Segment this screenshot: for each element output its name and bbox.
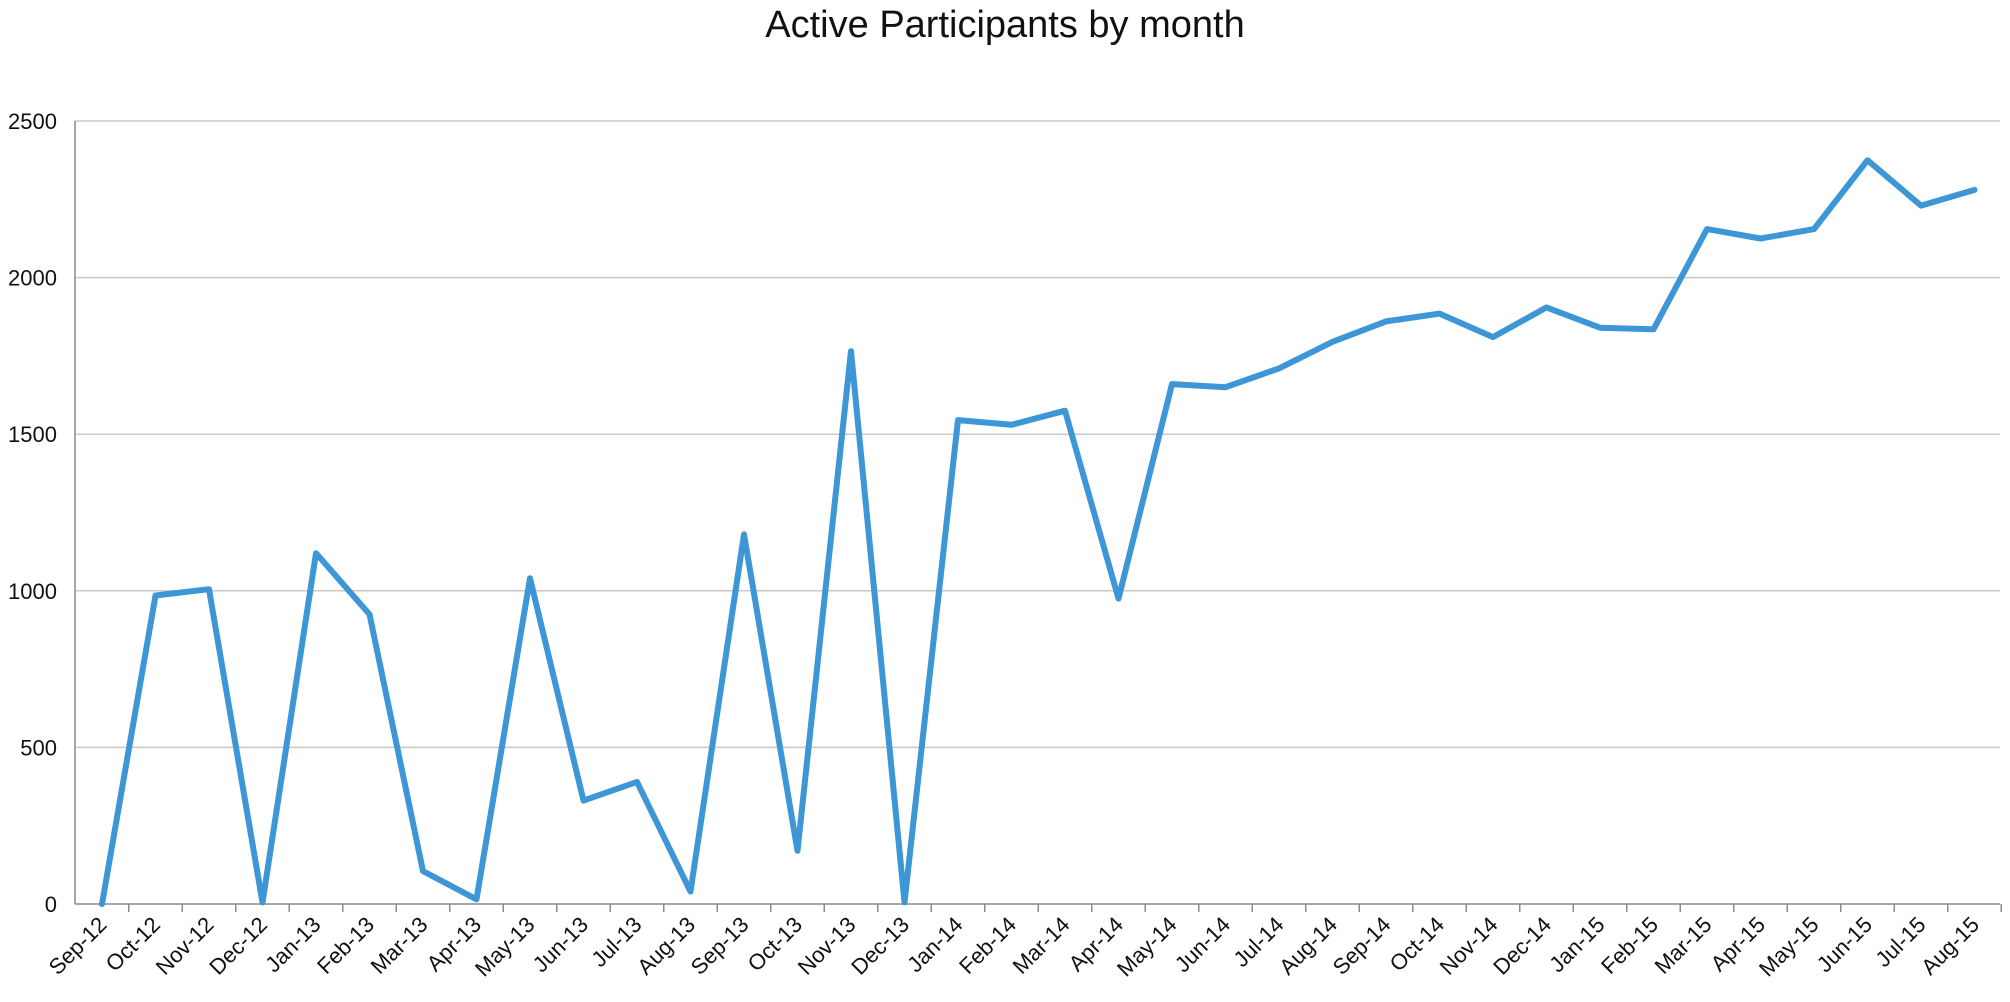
- data-point: [313, 550, 319, 556]
- data-point: [1223, 384, 1229, 390]
- data-point: [688, 888, 694, 894]
- series-line: [99, 157, 1978, 907]
- y-tick-label: 1000: [8, 579, 57, 604]
- data-point: [420, 868, 426, 874]
- x-tick-label: Feb-13: [312, 912, 379, 979]
- x-tick-label: May-13: [470, 912, 540, 982]
- x-tick-label: Dec-13: [846, 912, 914, 980]
- data-point: [1972, 187, 1978, 193]
- data-point: [1918, 203, 1924, 209]
- x-tick-label: Aug-14: [1274, 912, 1342, 980]
- data-point: [1009, 422, 1015, 428]
- data-point: [795, 848, 801, 854]
- data-point: [1116, 596, 1122, 602]
- data-point: [474, 896, 480, 902]
- x-tick-label: Feb-14: [954, 912, 1021, 979]
- x-tick-label: May-14: [1112, 912, 1182, 982]
- data-point: [1758, 235, 1764, 241]
- x-tick-label: Nov-14: [1435, 912, 1503, 980]
- x-tick-label: May-15: [1754, 912, 1824, 982]
- data-point: [1597, 325, 1603, 331]
- x-tick-label: Sep-13: [686, 912, 754, 980]
- data-point: [1437, 311, 1443, 317]
- x-tick-label: Aug-13: [632, 912, 700, 980]
- data-point: [153, 592, 159, 598]
- data-point: [1276, 365, 1282, 371]
- data-point: [634, 779, 640, 785]
- data-point: [260, 899, 266, 905]
- x-tick-label: Sep-12: [44, 912, 112, 980]
- data-point: [99, 901, 105, 907]
- x-tick-label: Jan-14: [902, 912, 967, 977]
- y-tick-label: 2000: [8, 266, 57, 291]
- x-tick-label: Feb-15: [1596, 912, 1663, 979]
- y-tick-label: 500: [20, 735, 57, 760]
- x-tick-label: Mar-13: [366, 912, 433, 979]
- data-point: [206, 586, 212, 592]
- x-tick-label: Dec-12: [204, 912, 272, 980]
- data-point: [581, 798, 587, 804]
- x-tick-label: Jun-14: [1170, 912, 1235, 977]
- data-point: [1490, 334, 1496, 340]
- data-point: [1651, 326, 1657, 332]
- x-tick-label: Mar-15: [1650, 912, 1717, 979]
- y-tick-label: 1500: [8, 422, 57, 447]
- data-point: [1704, 226, 1710, 232]
- data-point: [1062, 408, 1068, 414]
- x-tick-label: Jan-13: [260, 912, 325, 977]
- x-tick-label: Dec-14: [1488, 912, 1556, 980]
- data-point: [367, 611, 373, 617]
- chart-title: Active Participants by month: [765, 4, 1245, 46]
- x-tick-label: Nov-12: [151, 912, 219, 980]
- data-point: [741, 531, 747, 537]
- data-point: [1330, 339, 1336, 345]
- data-point: [902, 899, 908, 905]
- data-point: [1383, 318, 1389, 324]
- y-tick-label: 2500: [8, 109, 57, 134]
- data-point: [527, 575, 533, 581]
- x-tick-label: Sep-14: [1328, 912, 1396, 980]
- data-point: [1544, 304, 1550, 310]
- x-tick-label: Nov-13: [793, 912, 861, 980]
- x-tick-label: Jun-13: [528, 912, 593, 977]
- x-tick-label: Mar-14: [1008, 912, 1075, 979]
- data-point: [1865, 157, 1871, 163]
- x-tick-label: Jun-15: [1812, 912, 1877, 977]
- data-point: [1169, 381, 1175, 387]
- data-point: [848, 348, 854, 354]
- data-point: [955, 417, 961, 423]
- data-point: [1811, 226, 1817, 232]
- x-tick-label: Aug-15: [1916, 912, 1984, 980]
- x-tick-label: Jan-15: [1544, 912, 1609, 977]
- y-tick-label: 0: [45, 892, 57, 917]
